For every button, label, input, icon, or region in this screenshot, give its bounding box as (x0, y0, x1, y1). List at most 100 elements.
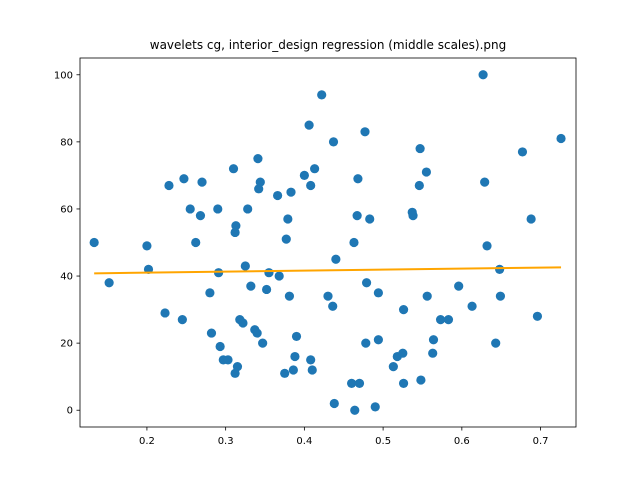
data-point (428, 335, 439, 345)
data-point (532, 311, 543, 321)
data-point (350, 405, 360, 415)
data-point (361, 338, 371, 348)
data-point (354, 378, 365, 388)
data-point (281, 234, 291, 244)
data-point (264, 268, 274, 278)
data-point (416, 375, 426, 385)
data-point (526, 214, 536, 224)
data-point (398, 304, 409, 315)
axes-frame (79, 57, 577, 428)
data-point (361, 278, 372, 288)
data-point (164, 180, 174, 191)
data-point (299, 170, 309, 181)
data-point (253, 154, 263, 164)
data-point (443, 315, 454, 325)
data-point (317, 90, 327, 100)
data-point (284, 291, 295, 301)
x-tick-label: 0.7 (533, 436, 549, 447)
data-point (304, 120, 314, 130)
data-point (414, 180, 424, 191)
data-point (435, 315, 446, 325)
data-point (328, 301, 338, 311)
data-point (421, 167, 432, 177)
data-point (223, 355, 233, 365)
data-point (191, 237, 201, 248)
x-tick-label: 0.6 (454, 436, 470, 447)
data-point (230, 227, 240, 238)
data-point (286, 187, 296, 197)
x-tick-label: 0.5 (375, 436, 391, 447)
data-point (347, 378, 357, 388)
data-point (556, 133, 566, 144)
data-point (255, 177, 265, 187)
data-point (307, 365, 317, 375)
data-point (491, 338, 501, 348)
data-point (232, 362, 243, 372)
data-point (373, 335, 383, 345)
data-point (365, 214, 375, 224)
data-point (388, 362, 398, 372)
data-point (370, 402, 380, 412)
data-point (517, 147, 528, 157)
y-tick-label: 60 (60, 204, 73, 215)
data-point (352, 211, 362, 221)
data-point (261, 284, 272, 295)
data-point (360, 127, 370, 137)
data-point (283, 214, 293, 224)
axes: 0.2 0.3 0.4 0.5 0.6 0.7 0 20 40 60 80 100 (54, 57, 577, 447)
data-point (428, 348, 438, 358)
data-point (290, 351, 300, 362)
data-point (195, 211, 206, 221)
data-point (306, 180, 316, 191)
data-point (422, 291, 432, 301)
data-point (454, 281, 464, 291)
y-tick-label: 20 (60, 339, 73, 350)
data-point (206, 328, 217, 338)
data-point (478, 70, 488, 80)
data-point (185, 204, 195, 214)
data-point (288, 365, 298, 375)
data-point (349, 237, 359, 248)
data-point (258, 338, 268, 348)
data-point (398, 348, 408, 358)
data-point (213, 204, 223, 214)
data-point (482, 241, 492, 251)
data-point (291, 331, 302, 342)
data-point (310, 164, 320, 174)
y-tick-label: 100 (54, 70, 73, 81)
data-point (89, 237, 99, 248)
y-tick-label: 80 (60, 137, 73, 148)
data-point (274, 271, 284, 281)
data-point (306, 355, 316, 365)
data-point (238, 318, 248, 328)
data-point (104, 278, 114, 288)
data-point (467, 301, 477, 311)
data-point (408, 211, 418, 221)
data-point (243, 204, 253, 214)
data-point (495, 291, 506, 301)
y-tick-label: 0 (67, 406, 73, 417)
plot-area (89, 70, 566, 415)
data-point (240, 261, 250, 271)
data-point (415, 143, 425, 154)
data-point (246, 281, 256, 291)
data-point (328, 137, 339, 147)
data-point (398, 378, 409, 388)
x-tick-label: 0.4 (296, 436, 312, 447)
data-point (205, 288, 215, 298)
x-tick-label: 0.2 (139, 436, 155, 447)
data-point (228, 164, 239, 174)
data-point (252, 328, 262, 338)
data-point (329, 398, 339, 409)
y-tick-label: 40 (60, 272, 73, 283)
data-point (495, 264, 505, 274)
data-point (480, 177, 490, 187)
data-point (142, 241, 152, 251)
data-point (280, 368, 290, 378)
data-point (179, 174, 189, 184)
data-point (197, 177, 207, 187)
data-point (160, 308, 170, 318)
data-point (273, 190, 283, 201)
